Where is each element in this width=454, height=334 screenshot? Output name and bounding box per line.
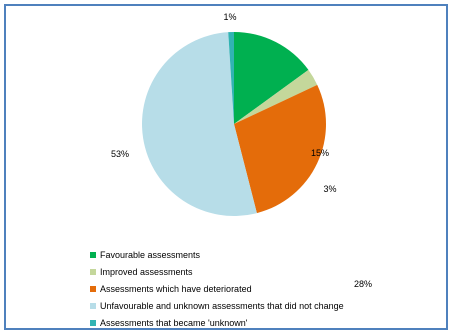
legend-item: Unfavourable and unknown assessments tha… — [90, 298, 344, 315]
chart-frame: 15% 3% 28% 53% 1% Favourable assessments Impr… — [4, 4, 448, 330]
legend-label: Favourable assessments — [100, 249, 201, 260]
pie-slice — [234, 84, 326, 214]
legend-label: Assessments which have deteriorated — [100, 283, 252, 294]
legend-swatch — [90, 251, 96, 258]
legend-item: Assessments that became 'unknown' — [90, 315, 344, 332]
legend-swatch — [90, 303, 96, 310]
legend-swatch — [90, 285, 96, 292]
legend-label: Improved assessments — [100, 266, 193, 277]
slice-percent-label: 28% — [354, 279, 372, 289]
legend-label: Unfavourable and unknown assessments tha… — [100, 301, 344, 312]
legend-swatch — [90, 268, 96, 275]
pie-slice — [234, 69, 318, 124]
slice-percent-label: 3% — [323, 184, 336, 194]
legend-item: Improved assessments — [90, 263, 344, 280]
legend-item: Assessments which have deteriorated — [90, 280, 344, 297]
pie-slice — [142, 32, 257, 216]
pie-slice — [234, 32, 309, 124]
slice-percent-label: 15% — [311, 148, 329, 158]
legend-label: Assessments that became 'unknown' — [100, 318, 248, 329]
pie-slice — [228, 31, 234, 125]
slice-percent-label: 53% — [111, 149, 129, 159]
legend-swatch — [90, 320, 96, 327]
slice-percent-label: 1% — [223, 12, 236, 22]
legend-item: Favourable assessments — [90, 246, 344, 263]
legend: Favourable assessments Improved assessmen… — [90, 246, 344, 332]
pie-chart: 15% 3% 28% 53% 1% — [111, 12, 372, 289]
